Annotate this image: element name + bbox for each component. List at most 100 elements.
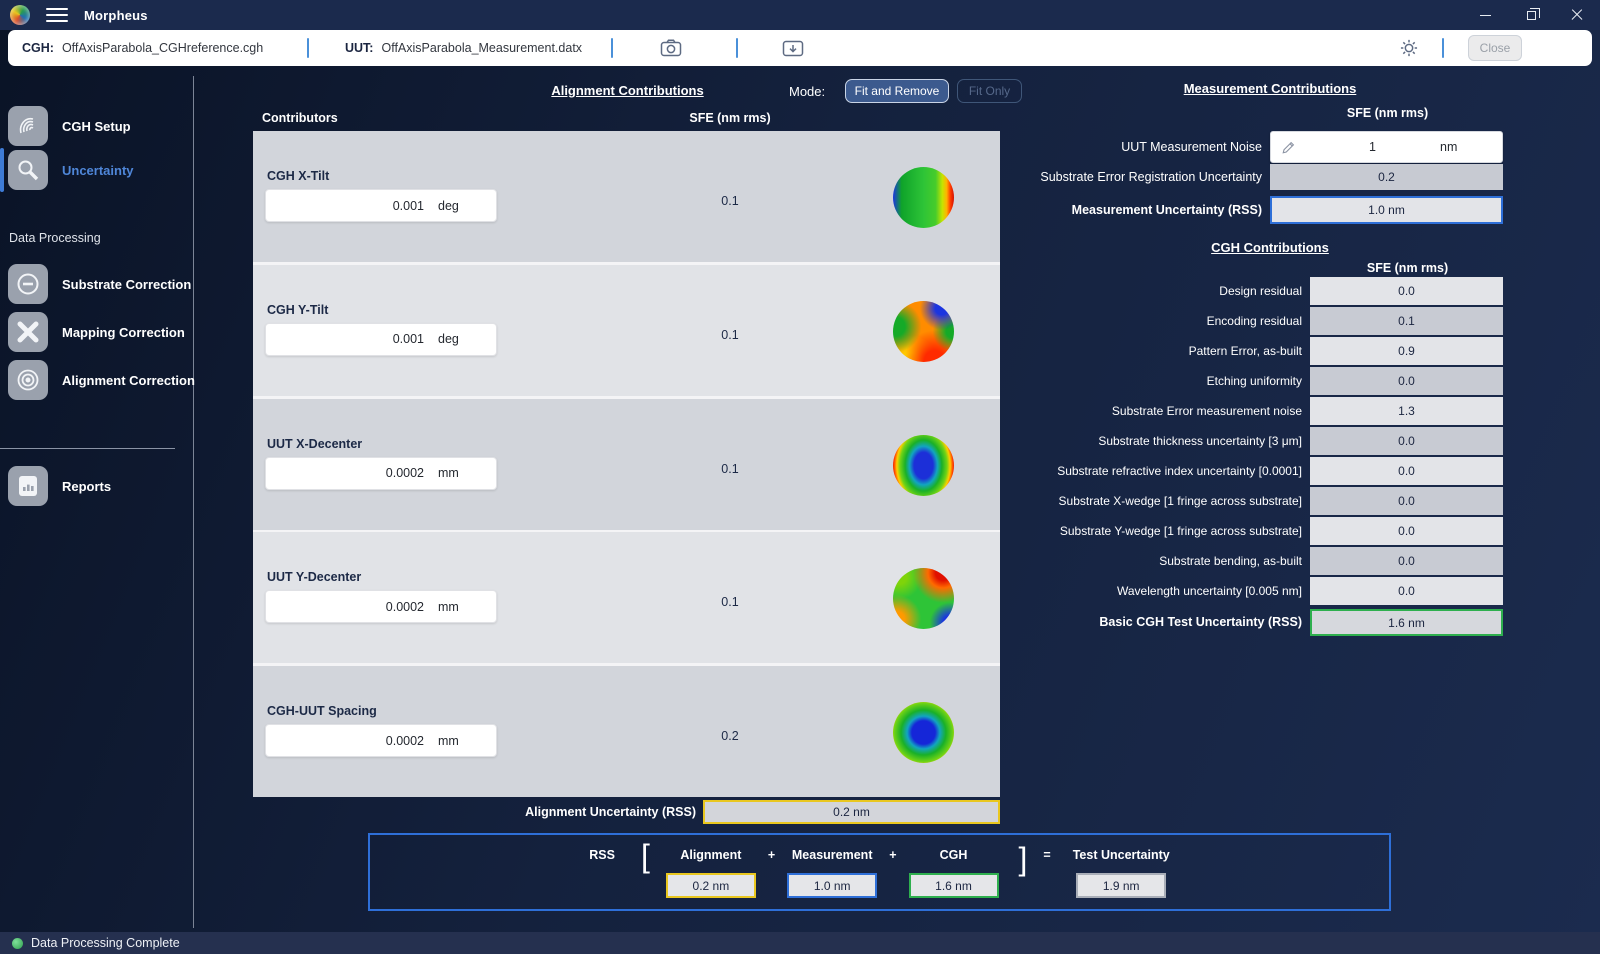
sfe-value: 0.1: [721, 194, 739, 208]
sidebar-item-uncertainty[interactable]: Uncertainty: [8, 150, 134, 190]
measurement-rss-value: 1.0 nm: [1270, 196, 1503, 224]
close-window-button[interactable]: [1554, 0, 1600, 30]
formula-cgh-value: 1.6 nm: [908, 873, 999, 898]
mode-label: Mode:: [789, 84, 826, 99]
title-bar: Morpheus: [0, 0, 1600, 30]
contributor-row-uut-y-decenter: UUT Y-Decenter mm 0.1: [253, 532, 1000, 664]
unit-label: mm: [438, 599, 459, 614]
status-bar: Data Processing Complete: [0, 932, 1600, 954]
unit-label: mm: [438, 466, 459, 481]
cgh-row-label: Substrate X-wedge [1 fringe across subst…: [1058, 494, 1302, 508]
sfe-value: 0.1: [721, 461, 739, 476]
hamburger-menu-icon[interactable]: [46, 8, 68, 22]
minimize-button[interactable]: [1462, 0, 1508, 30]
sfe-map-uut-y-decenter: [893, 568, 954, 630]
measurement-contributions-title: Measurement Contributions: [1183, 81, 1357, 96]
export-save-button[interactable]: [782, 30, 804, 66]
sidebar-item-cgh-setup[interactable]: CGH Setup: [8, 106, 131, 146]
formula-alignment-value: 0.2 nm: [665, 873, 756, 898]
formula-close-bracket: ]: [1018, 841, 1028, 877]
formula-open-bracket: [: [640, 838, 650, 874]
alignment-rss-label: Alignment Uncertainty (RSS): [525, 805, 696, 819]
formula-result-label: Test Uncertainty: [1072, 848, 1170, 862]
cgh-row-value: 0.0: [1310, 367, 1503, 395]
formula-rss-label: RSS: [589, 848, 615, 862]
cgh-row-value: 0.9: [1310, 337, 1503, 365]
cgh-row-label: Design residual: [1219, 284, 1302, 298]
close-icon: [1571, 9, 1583, 21]
toolbar-separator: [307, 38, 309, 58]
cgh-row-value: 0.0: [1310, 517, 1503, 545]
cgh-row-value: 0.0: [1310, 457, 1503, 485]
cgh-row-label: Etching uniformity: [1206, 374, 1302, 388]
pencil-edit-icon: [1271, 140, 1305, 155]
uut-measurement-noise-input[interactable]: [1305, 140, 1440, 154]
uut-measurement-noise-input-group: nm: [1270, 131, 1503, 163]
cgh-uut-spacing-input[interactable]: [266, 733, 438, 748]
gear-icon: [1400, 39, 1418, 57]
substrate-registration-value: 0.2: [1270, 164, 1503, 190]
cgh-x-tilt-input[interactable]: [266, 198, 438, 213]
data-processing-section-label: Data Processing: [9, 231, 101, 245]
unit-label: nm: [1440, 140, 1458, 154]
sidebar-label-reports: Reports: [62, 478, 112, 494]
cgh-row-value: 0.0: [1310, 427, 1503, 455]
cgh-row-label: Substrate Y-wedge [1 fringe across subst…: [1059, 524, 1302, 538]
plus-operator: +: [767, 848, 776, 862]
measurement-sfe-header: SFE (nm rms): [1346, 106, 1429, 120]
cgh-file-name: OffAxisParabola_CGHreference.cgh: [61, 41, 264, 55]
sidebar-item-reports[interactable]: Reports: [8, 466, 111, 506]
sfe-value: 0.2: [721, 729, 739, 744]
app-title: Morpheus: [84, 7, 148, 23]
contributor-label: CGH Y-Tilt: [267, 302, 329, 317]
uncertainty-icon: [8, 150, 48, 190]
sidebar-label-uncertainty: Uncertainty: [62, 162, 134, 178]
rss-formula-box: RSS [ Alignment 0.2 nm + Measurement 1.0…: [368, 833, 1391, 911]
cgh-rss-label: Basic CGH Test Uncertainty (RSS): [1099, 615, 1302, 629]
contributor-label: UUT X-Decenter: [267, 436, 363, 451]
cgh-row-label: Wavelength uncertainty [0.005 nm]: [1117, 584, 1302, 598]
sidebar-item-substrate-correction[interactable]: Substrate Correction: [8, 264, 191, 304]
contributor-row-cgh-x-tilt: CGH X-Tilt deg 0.1: [253, 131, 1000, 262]
sidebar-label-alignment-correction: Alignment Correction: [62, 372, 195, 388]
formula-term-alignment: Alignment 0.2 nm: [665, 846, 756, 898]
sidebar-label-substrate-correction: Substrate Correction: [62, 276, 192, 292]
settings-button[interactable]: [1398, 30, 1420, 66]
sidebar-item-alignment-correction[interactable]: Alignment Correction: [8, 360, 195, 400]
close-session-button[interactable]: Close: [1468, 35, 1522, 61]
uut-file-label: UUT:: [345, 41, 374, 55]
cgh-row-label: Substrate refractive index uncertainty […: [1057, 464, 1302, 478]
cgh-y-tilt-input[interactable]: [266, 332, 438, 347]
alignment-rss-value: 0.2 nm: [703, 800, 1000, 824]
sfe-map-cgh-uut-spacing: [893, 702, 954, 764]
mode-fit-and-remove-button[interactable]: Fit and Remove: [845, 79, 949, 103]
uut-file-name: OffAxisParabola_Measurement.datx: [381, 41, 583, 55]
uut-y-decenter-input[interactable]: [266, 599, 438, 614]
restore-button[interactable]: [1508, 0, 1554, 30]
unit-label: mm: [438, 733, 459, 748]
cgh-sfe-header: SFE (nm rms): [1366, 261, 1449, 275]
sidebar-item-mapping-correction[interactable]: Mapping Correction: [8, 312, 185, 352]
uut-x-decenter-input-group: mm: [265, 456, 497, 490]
unit-label: deg: [438, 198, 459, 213]
cgh-row-value: 0.0: [1310, 487, 1503, 515]
sfe-value: 0.1: [721, 595, 739, 610]
contributor-label: UUT Y-Decenter: [267, 570, 362, 585]
selected-item-indicator: [0, 148, 4, 192]
sidebar-label-mapping-correction: Mapping Correction: [62, 324, 185, 340]
camera-screenshot-button[interactable]: [660, 30, 682, 66]
sfe-column-header: SFE (nm rms): [689, 111, 771, 125]
uut-x-decenter-input[interactable]: [266, 466, 438, 481]
cgh-row-value: 0.0: [1310, 577, 1503, 605]
toolbar-separator: [1442, 38, 1444, 58]
formula-result-value: 1.9 nm: [1076, 873, 1167, 898]
sfe-value: 0.1: [721, 327, 739, 342]
cgh-x-tilt-input-group: deg: [265, 189, 497, 222]
cgh-row-label: Substrate bending, as-built: [1159, 554, 1302, 568]
uut-measurement-noise-label: UUT Measurement Noise: [1121, 140, 1262, 154]
cgh-setup-icon: [8, 106, 48, 146]
status-ok-icon: [12, 937, 23, 949]
mode-fit-only-button[interactable]: Fit Only: [957, 79, 1022, 103]
alignment-contributions-title: Alignment Contributions: [551, 83, 704, 98]
